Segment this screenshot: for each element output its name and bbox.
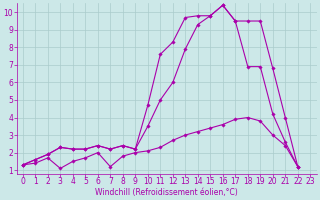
X-axis label: Windchill (Refroidissement éolien,°C): Windchill (Refroidissement éolien,°C) bbox=[95, 188, 238, 197]
